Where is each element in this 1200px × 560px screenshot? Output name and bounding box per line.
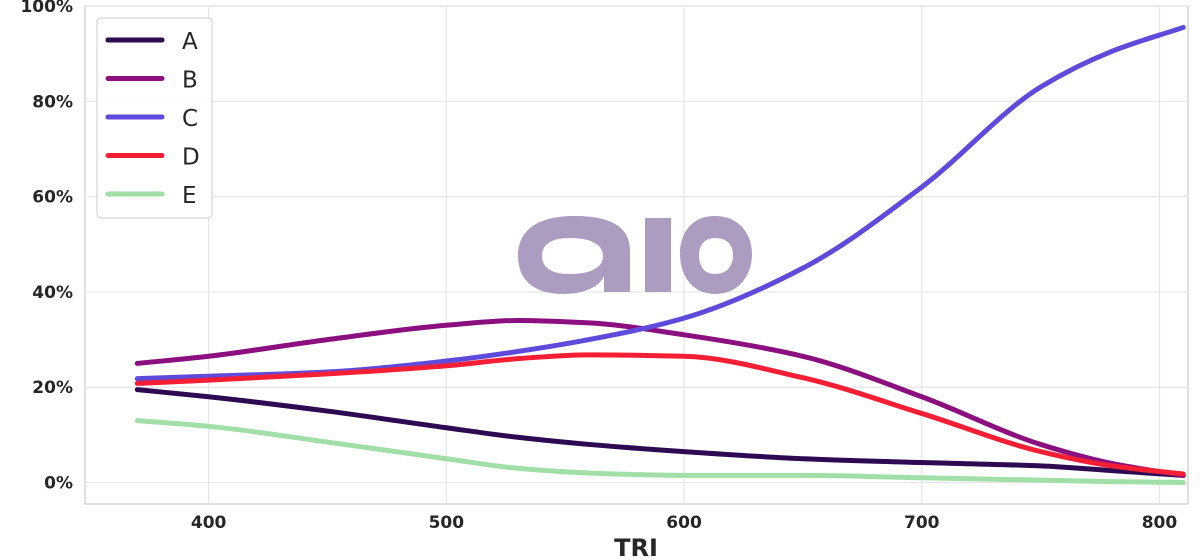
y-tick-label: 20% xyxy=(32,378,73,398)
series-lines xyxy=(134,24,1186,486)
y-tick-label: 100% xyxy=(20,0,73,17)
legend-label: D xyxy=(182,145,200,171)
x-axis-ticks: 400 500 600 700 800 xyxy=(191,513,1178,533)
plot-area xyxy=(84,5,1189,505)
y-tick-label: 0% xyxy=(44,474,73,494)
y-tick-label: 40% xyxy=(32,283,73,303)
legend-label: A xyxy=(182,29,198,55)
x-tick-label: 400 xyxy=(191,513,227,533)
legend-label: B xyxy=(182,68,198,94)
watermark-logo: aio xyxy=(518,216,752,294)
series-line-b xyxy=(134,318,1186,478)
legend-label: C xyxy=(182,106,198,132)
x-axis-title: TRI xyxy=(614,534,658,560)
grid-lines xyxy=(85,5,1188,504)
legend-label: E xyxy=(182,183,197,209)
series-line-a xyxy=(134,387,1186,478)
x-tick-label: 800 xyxy=(1142,513,1178,533)
x-tick-label: 500 xyxy=(429,513,465,533)
y-axis-ticks: 0% 20% 40% 60% 80% 100% xyxy=(20,0,73,494)
x-tick-label: 700 xyxy=(904,513,940,533)
series-line-d xyxy=(134,352,1186,477)
y-tick-label: 80% xyxy=(32,92,73,112)
series-line-e xyxy=(134,418,1186,486)
y-tick-label: 60% xyxy=(32,188,73,208)
x-tick-label: 600 xyxy=(666,513,702,533)
